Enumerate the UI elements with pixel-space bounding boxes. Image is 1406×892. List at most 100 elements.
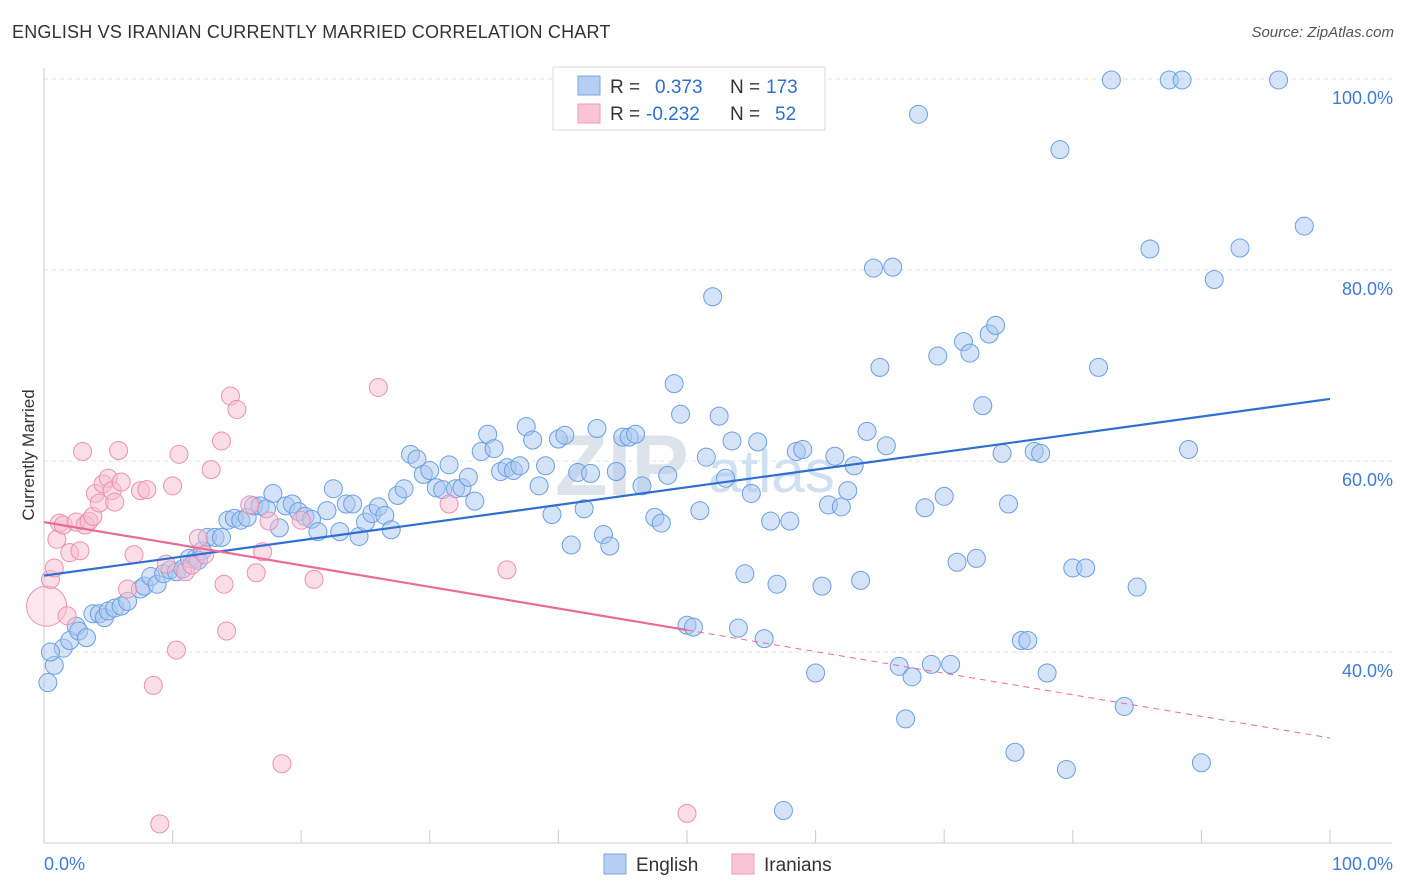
english-point [812,576,832,596]
legend-n-label-iranians: N = [730,104,760,125]
english-point [420,461,440,481]
english-point [561,535,581,555]
y-axis-title: Currently Married [19,389,38,520]
english-point [658,465,678,485]
english-point [1076,558,1096,578]
english-point [857,421,877,441]
english-point [999,494,1018,514]
chart-title: ENGLISH VS IRANIAN CURRENTLY MARRIED COR… [12,22,611,42]
legend-n-label-english: N = [730,77,760,98]
english-point [263,483,283,503]
english-point [1037,663,1057,683]
english-point [523,430,543,450]
english-point [703,287,723,307]
english-point [394,479,414,499]
iranians-point [259,511,279,531]
english-point [928,346,948,366]
english-point [1140,239,1160,259]
english-point [876,436,896,456]
english-point [323,479,343,499]
english-point [728,618,748,638]
english-point [851,570,871,590]
english-point [1031,443,1051,463]
iranians-point [368,377,388,397]
english-point [941,654,961,674]
english-point [838,481,858,501]
english-point [651,513,671,533]
english-point [1204,270,1224,290]
english-point [1050,140,1070,160]
english-point [510,456,530,476]
y-tick-label-80: 80.0% [1342,279,1393,299]
english-point [1018,631,1038,651]
english-point [716,468,736,488]
english-point [889,656,909,676]
english-point [671,404,691,424]
english-point [780,511,800,531]
english-trend-line [43,397,1331,577]
english-point [574,499,594,519]
iranians-point [497,560,517,580]
english-point [1294,216,1314,236]
english-point [825,446,845,466]
iranians-point [169,444,189,464]
english-point [908,104,928,124]
english-point [1172,70,1192,90]
iranians-point [137,480,157,500]
english-point [902,667,922,687]
english-point [683,617,703,637]
english-point [632,476,652,496]
iranians-point [57,606,77,626]
iranians-point [105,492,125,512]
english-point [330,522,350,542]
english-point [581,463,601,483]
iranians-point [677,803,697,823]
english-point [690,501,710,521]
y-tick-label-100: 100.0% [1332,88,1393,108]
english-point [465,491,485,511]
iranians-point [201,460,221,480]
iranians-point [217,621,237,641]
english-point [748,432,768,452]
iranians-point [70,541,90,561]
legend-swatch-english [577,75,601,96]
english-point [40,642,60,662]
english-point [947,552,967,572]
english-point [484,439,504,459]
trend-lines [43,397,1331,739]
legend-r-label-english: R = [610,77,640,98]
english-point [806,663,826,683]
english-point [211,527,231,547]
english-point [1230,238,1250,258]
english-point [773,801,793,821]
x-tick-label-100: 100.0% [1332,854,1393,874]
english-point [38,673,58,693]
legend-r-label-iranians: R = [610,104,640,125]
legend-n-value-iranians: 52 [775,104,796,125]
english-point [1114,696,1134,716]
grid-lines [44,78,1392,653]
english-point [896,709,916,729]
legend-r-value-english: 0.373 [655,77,703,98]
english-point [458,467,478,487]
legend-r-value-iranians: -0.232 [646,104,700,125]
iranians-point [109,440,129,460]
english-point [754,629,774,649]
english-point [626,424,646,444]
english-point [587,419,607,439]
iranians-point [143,675,163,695]
english-point [308,522,328,542]
series-legend: English Iranians [603,853,832,876]
english-point [735,564,755,584]
axes [43,68,1392,844]
bottom-swatch-english [603,853,627,875]
bottom-legend-english: English [636,855,698,876]
english-point [1179,440,1199,460]
english-point [870,357,890,377]
english-point [986,315,1006,335]
iranians-point [188,528,208,548]
iranians-point [118,579,138,599]
iranians-point [73,441,93,461]
english-point [696,447,716,467]
